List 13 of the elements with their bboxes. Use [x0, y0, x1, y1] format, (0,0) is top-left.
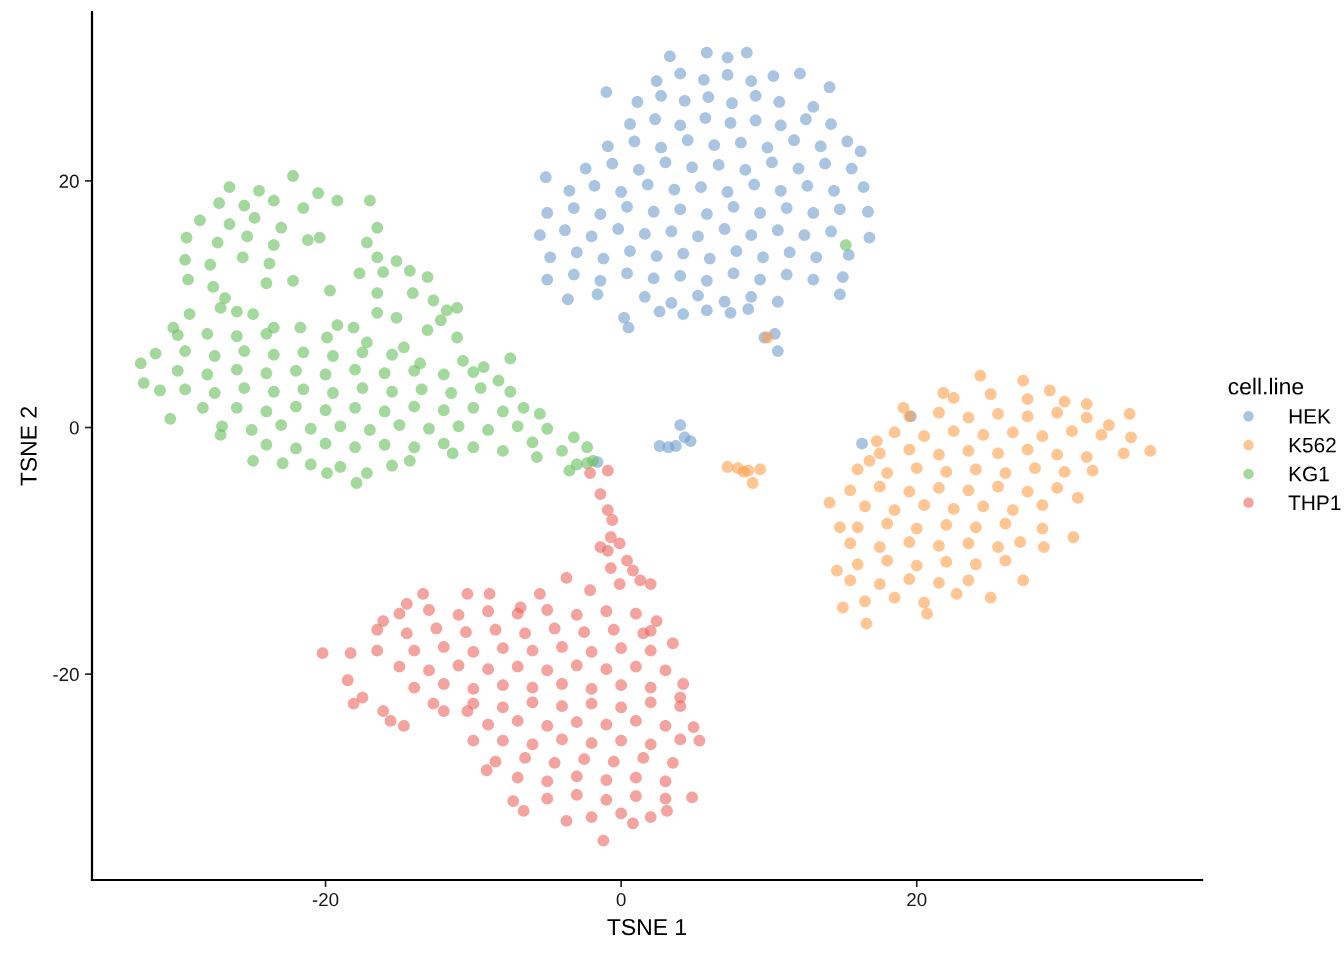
y-tick-label: -20 [53, 667, 79, 682]
legend-label: HEK [1289, 409, 1331, 424]
x-axis-title: TSNE 1 [607, 918, 686, 936]
y-tick-label: 0 [69, 421, 79, 435]
x-tick-label: 0 [616, 893, 626, 907]
legend-title: cell.line [1228, 377, 1304, 395]
legend-label: KG1 [1289, 466, 1329, 482]
legend-label: THP1 [1288, 495, 1341, 510]
x-tick-label: 20 [907, 893, 927, 907]
y-axis-title: TSNE 2 [20, 407, 37, 486]
x-tick-label: -20 [312, 893, 339, 907]
legend-label: K562 [1289, 437, 1336, 453]
y-tick-label: 20 [59, 174, 79, 188]
